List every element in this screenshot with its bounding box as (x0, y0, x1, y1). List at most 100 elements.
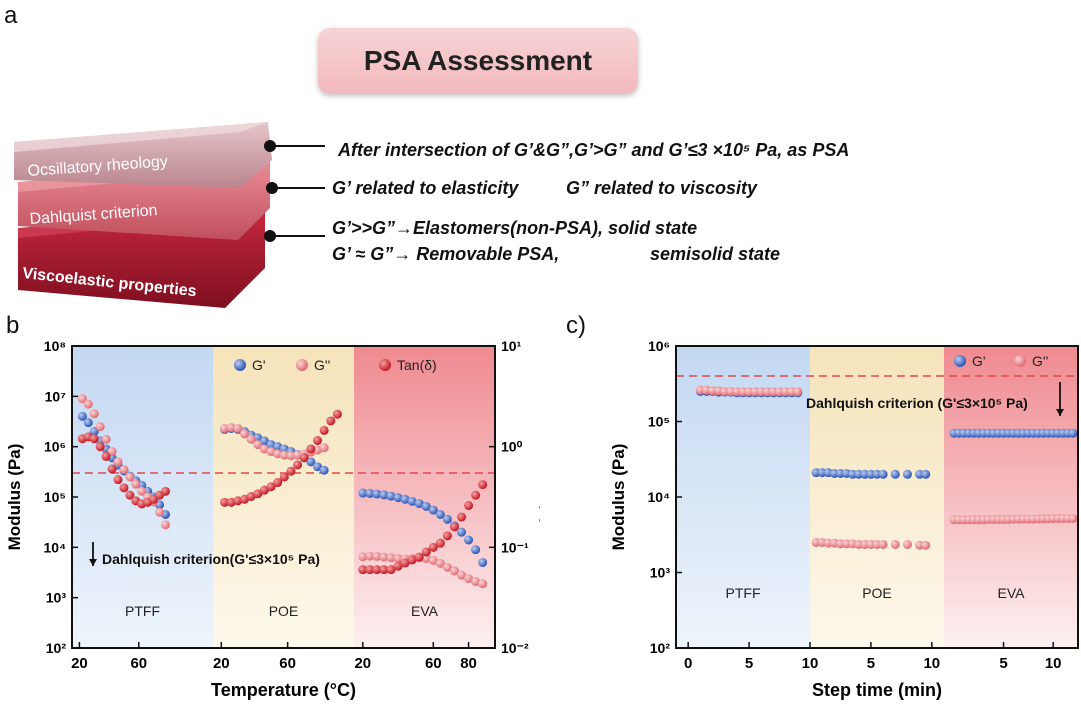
y-tick-label: 10⁷ (45, 388, 67, 404)
x-axis-label: Step time (min) (812, 680, 942, 700)
data-point-tan (400, 558, 410, 568)
x-tick-label: 10 (802, 655, 819, 672)
data-point-gpp (131, 479, 141, 489)
x-tick-label: 5 (867, 655, 875, 672)
data-point-gpp (386, 553, 396, 563)
data-point-gp (358, 488, 368, 498)
legend-marker (379, 359, 391, 371)
criterion-annotation: Dahlquish criterion(G'≤3×10⁵ Pa) (102, 551, 320, 567)
data-point-gp (89, 427, 99, 437)
x-tick-label: 60 (425, 655, 442, 672)
data-point-gpp (902, 539, 912, 549)
data-point-gpp (101, 434, 111, 444)
x-tick-label: 10 (1045, 655, 1062, 672)
data-point-gpp (393, 553, 403, 563)
data-point-tan (332, 409, 342, 419)
data-point-tan (386, 565, 396, 575)
statement-semisolid: semisolid state (650, 244, 781, 264)
data-point-tan (442, 531, 452, 541)
data-point-tan (471, 490, 481, 500)
data-point-gp (313, 462, 323, 472)
data-point-gpp (793, 387, 803, 397)
statement-psa-condition: After intersection of G’&G”,G’>G” and G’… (338, 140, 850, 160)
data-point-tan (464, 501, 474, 511)
layer-stack-diagram: Ocsillatory rheology Dahlquist criterion… (14, 122, 325, 308)
data-point-gpp (226, 423, 236, 433)
data-point-tan (407, 555, 417, 565)
data-point-gpp (478, 579, 488, 589)
chart-b: 10² 10³ 10⁴ 10⁵ 10⁶ 10⁷ 10⁸ 10⁻² 10⁻¹ 10⁰ 10¹ Tan (… (5, 338, 540, 700)
data-point-gpp (878, 539, 888, 549)
layer-top (14, 122, 272, 188)
data-point-gpp (246, 434, 256, 444)
statement-elasticity: G’ related to elasticity (332, 178, 519, 198)
data-point-tan (319, 425, 329, 435)
data-point-tan (119, 483, 129, 493)
data-point-gpp (113, 457, 123, 467)
y-right-tick-label: 10⁻¹ (501, 539, 529, 555)
legend-marker (954, 355, 966, 367)
data-point-tan (107, 464, 117, 474)
x-tick-label: 20 (354, 655, 371, 672)
data-point-gpp (1068, 513, 1078, 523)
y-tick-label: 10⁴ (648, 489, 671, 505)
y-right-tick-label: 10⁻² (501, 640, 529, 656)
x-tick-label: 5 (999, 655, 1007, 672)
data-point-tan (286, 466, 296, 476)
data-point-gpp (107, 447, 117, 457)
data-point-gpp (286, 451, 296, 461)
segment-label-ptff: PTFF (726, 585, 761, 601)
y-tick-label: 10⁴ (44, 539, 67, 555)
y-tick-label: 10⁶ (44, 439, 66, 455)
data-point-gpp (240, 429, 250, 439)
data-point-gp (386, 491, 396, 501)
legend-marker (1014, 355, 1026, 367)
segment-label-poe: POE (269, 603, 299, 619)
data-point-gpp (319, 443, 329, 453)
data-point-gp (921, 469, 931, 479)
data-point-tan (449, 522, 459, 532)
data-point-gpp (921, 540, 931, 550)
legend-marker (234, 359, 246, 371)
data-point-gp (259, 436, 269, 446)
data-point-tan (101, 451, 111, 461)
y-right-axis-label: Tan (δ) (539, 469, 540, 524)
data-point-tan (365, 565, 375, 575)
y-tick-label: 10³ (46, 590, 67, 606)
data-point-gpp (279, 450, 289, 460)
data-point-tan (326, 416, 336, 426)
data-point-tan (161, 486, 171, 496)
data-point-gpp (471, 576, 481, 586)
data-point-tan (428, 542, 438, 552)
statement-elastomers: G’>>G”→Elastomers(non-PSA), solid state (332, 218, 698, 238)
data-point-tan (435, 538, 445, 548)
data-point-tan (95, 442, 105, 452)
y-tick-label: 10⁵ (648, 414, 670, 430)
data-point-gpp (372, 551, 382, 561)
data-point-gpp (421, 553, 431, 563)
x-axis-label: Temperature (°C) (211, 680, 356, 700)
criterion-arrow-head (89, 559, 97, 566)
segment-background-poe (810, 346, 944, 648)
data-point-gpp (77, 394, 87, 404)
data-point-gp (414, 499, 424, 509)
data-point-gpp (365, 551, 375, 561)
data-point-gp (77, 411, 87, 421)
segment-label-poe: POE (862, 585, 892, 601)
legend-label: G'' (314, 357, 330, 373)
panel-c-label: c) (566, 312, 586, 339)
data-point-gpp (253, 440, 263, 450)
data-point-gpp (428, 555, 438, 565)
y-axis-label: Modulus (Pa) (5, 444, 24, 551)
psa-assessment-banner: PSA Assessment (318, 28, 638, 94)
data-point-gpp (125, 472, 135, 482)
data-point-gp (435, 509, 445, 519)
segment-background-eva (944, 346, 1078, 648)
data-point-gp (471, 545, 481, 555)
y-axis-label: Modulus (Pa) (609, 444, 628, 551)
panel-b-label: b (6, 312, 20, 339)
data-point-tan (421, 547, 431, 557)
data-point-tan (313, 436, 323, 446)
data-point-gp (464, 535, 474, 545)
y-tick-label: 10⁵ (44, 489, 66, 505)
